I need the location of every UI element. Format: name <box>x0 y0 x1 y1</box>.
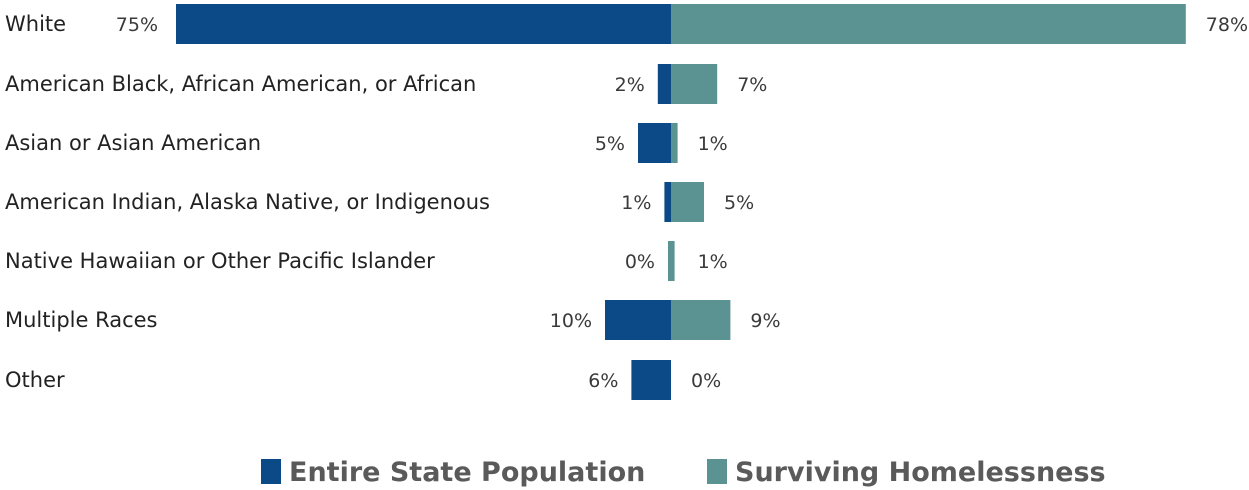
bar-entire-state-american-indian-alaska-native-or-indigenous <box>664 182 671 222</box>
legend-swatch-entire-state-population <box>261 459 281 484</box>
value-label-entire-state-american-indian-alaska-native-or-indigenous: 1% <box>621 192 651 214</box>
bar-entire-state-american-black-african-american-or-african <box>657 64 671 104</box>
legend-swatch-surviving-homelessness <box>707 459 727 484</box>
category-label-american-black-african-american-or-african: American Black, African American, or Afr… <box>5 72 476 96</box>
bar-surviving-homelessness-american-black-african-american-or-african <box>671 64 718 104</box>
bar-surviving-homelessness-native-hawaiian-or-other-pacific-islander <box>668 241 675 281</box>
bar-surviving-homelessness-multiple-races <box>671 300 731 340</box>
bar-surviving-homelessness-asian-or-asian-american <box>671 123 678 163</box>
value-label-entire-state-native-hawaiian-or-other-pacific-islander: 0% <box>625 251 655 273</box>
value-label-entire-state-american-black-african-american-or-african: 2% <box>615 74 645 96</box>
bar-entire-state-asian-or-asian-american <box>638 123 671 163</box>
bar-surviving-homelessness-white <box>671 4 1186 44</box>
bar-surviving-homelessness-american-indian-alaska-native-or-indigenous <box>671 182 704 222</box>
value-label-surviving-homelessness-american-indian-alaska-native-or-indigenous: 5% <box>724 192 754 214</box>
value-label-surviving-homelessness-native-hawaiian-or-other-pacific-islander: 1% <box>698 251 728 273</box>
value-label-entire-state-asian-or-asian-american: 5% <box>595 133 625 155</box>
category-label-asian-or-asian-american: Asian or Asian American <box>5 131 261 155</box>
value-label-surviving-homelessness-white: 78% <box>1206 14 1248 36</box>
category-labels: White American Black, African American, o… <box>5 12 490 392</box>
category-label-native-hawaiian-or-other-pacific-islander: Native Hawaiian or Other Pacific Islande… <box>5 249 435 273</box>
value-label-surviving-homelessness-american-black-african-american-or-african: 7% <box>737 74 767 96</box>
bars <box>176 4 1186 400</box>
value-label-surviving-homelessness-other: 0% <box>691 370 721 392</box>
value-label-surviving-homelessness-asian-or-asian-american: 1% <box>698 133 728 155</box>
category-label-white: White <box>5 12 66 36</box>
bar-entire-state-multiple-races <box>605 300 671 340</box>
legend-label-entire-state-population: Entire State Population <box>289 457 645 488</box>
value-label-entire-state-multiple-races: 10% <box>550 310 592 332</box>
legend: Entire State Population Surviving Homele… <box>261 457 1106 488</box>
bar-entire-state-other <box>631 360 671 400</box>
value-label-entire-state-other: 6% <box>588 370 618 392</box>
value-label-surviving-homelessness-multiple-races: 9% <box>750 310 780 332</box>
value-labels: 75% 78% 2% 7% 5% 1% 1% 5% 0% 1% 10% 9% 6% 0% <box>116 14 1248 392</box>
legend-label-surviving-homelessness: Surviving Homelessness <box>735 457 1106 488</box>
category-label-other: Other <box>5 368 65 392</box>
category-label-american-indian-alaska-native-or-indigenous: American Indian, Alaska Native, or Indig… <box>5 190 490 214</box>
value-label-entire-state-white: 75% <box>116 14 158 36</box>
category-label-multiple-races: Multiple Races <box>5 308 158 332</box>
bar-entire-state-white <box>176 4 671 44</box>
